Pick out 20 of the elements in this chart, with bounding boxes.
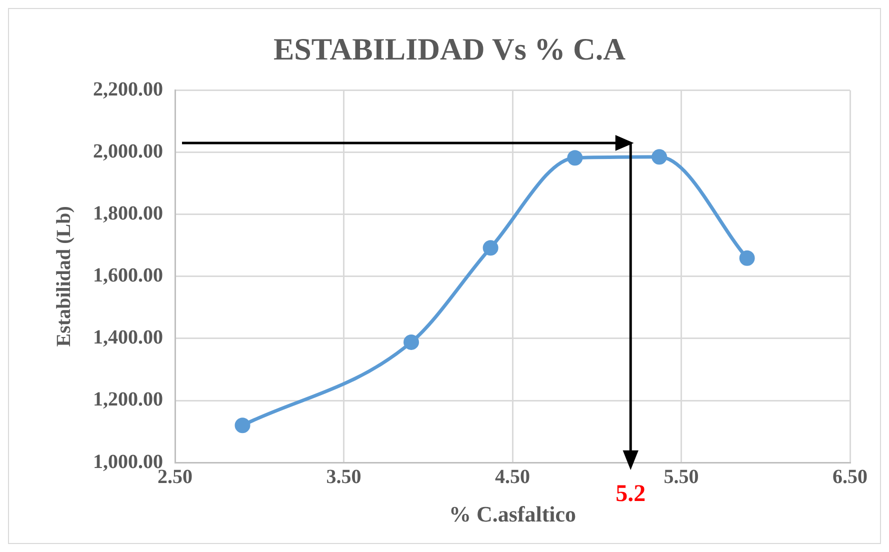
y-tick-label: 2,000.00 <box>93 140 163 162</box>
y-tick-label: 1,200.00 <box>93 388 163 411</box>
y-tick-label: 1,400.00 <box>93 326 163 349</box>
x-tick-label: 4.50 <box>495 466 530 488</box>
point <box>404 334 419 350</box>
y-tick-label: 1,800.00 <box>93 202 163 225</box>
point <box>739 250 755 266</box>
chart-title: ESTABILIDAD Vs % C.A <box>274 32 626 67</box>
ref-line-label: 5.2 <box>616 480 646 507</box>
x-axis-title: % C.asfaltico <box>448 501 576 526</box>
y-tick-label: 1,600.00 <box>93 264 163 287</box>
x-tick-label: 5.50 <box>664 466 699 488</box>
point <box>652 149 668 165</box>
point <box>234 418 250 434</box>
x-tick-label: 3.50 <box>326 466 362 488</box>
y-axis-title: Estabilidad (Lb) <box>53 206 76 347</box>
point <box>482 240 498 256</box>
y-tick-label: 2,200.00 <box>93 78 163 100</box>
x-tick-label: 6.50 <box>832 466 868 488</box>
point <box>567 150 583 166</box>
